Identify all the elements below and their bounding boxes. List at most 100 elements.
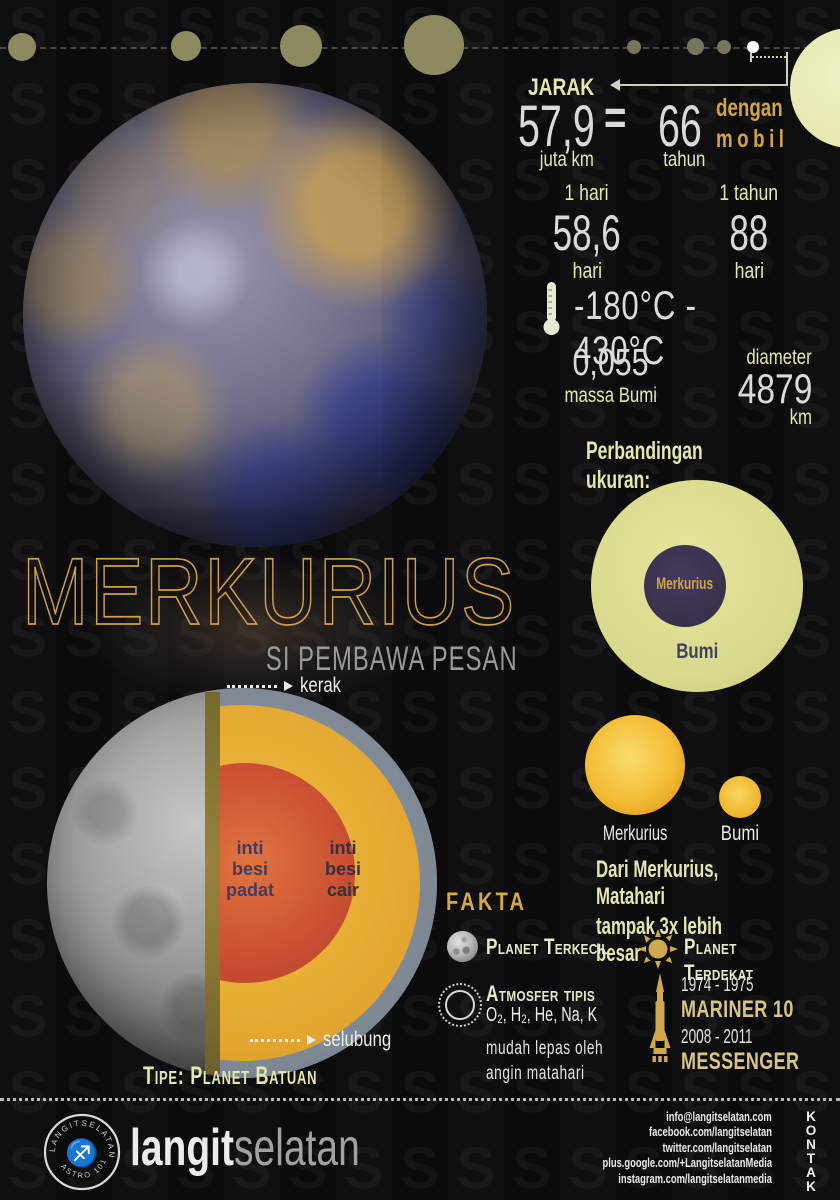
page-title: MERKURIUS [21, 539, 516, 645]
dotted-line [250, 1038, 300, 1042]
year-value: 88 [729, 205, 769, 261]
sun-from-mercury [585, 715, 685, 815]
diameter-unit: km [789, 406, 812, 429]
bracket-dotted [752, 56, 786, 58]
missions-list: 1974 - 1975 MARINER 10 2008 - 2011 MESSE… [681, 974, 839, 1075]
car-phrase: dengan mobil [716, 94, 789, 153]
planet-type: Tipe: Planet Batuan [143, 1062, 318, 1090]
contact-item: info@langitselatan.com [666, 1110, 772, 1124]
mercury-dot [747, 41, 759, 53]
mercury-planet-image [23, 83, 487, 547]
car-years-unit: tahun [662, 148, 706, 171]
sun-view-caption: Dari Merkurius, Matahari tampak 3x lebih… [596, 856, 840, 970]
sun-mercury-label: Merkurius [602, 822, 668, 845]
rocket-icon [649, 973, 671, 1062]
diameter-label: diameter [746, 346, 812, 369]
sun-earth-label: Bumi [720, 822, 760, 845]
atmosphere-icon-inner [445, 990, 475, 1020]
arrow-left-icon [610, 79, 620, 91]
year-label: 1 tahun [719, 180, 779, 205]
caption-line1: Dari Merkurius, Matahari [596, 856, 719, 910]
atmosphere-icon [438, 983, 482, 1027]
diameter-block: diameter 4879 km [700, 346, 812, 430]
mass-block: 0,055 massa Bumi [545, 344, 677, 408]
dotted-line [227, 684, 277, 688]
planet-dot [8, 33, 36, 61]
langitselatan-wordmark: langitselatan [130, 1120, 436, 1176]
mercury-circle: Merkurius [644, 545, 726, 627]
distance-block: JARAK [528, 74, 611, 102]
outer-core-label: inti besi cair [324, 838, 362, 900]
temperature-range: -180°C - 430°C [574, 284, 697, 373]
moon-icon [447, 931, 478, 962]
crust-callout: kerak [227, 674, 351, 698]
wordmark-bold: langit [130, 1119, 235, 1177]
planet-reflection [85, 556, 425, 706]
contact-item: facebook.com/langitselatan [649, 1125, 772, 1140]
connector-vertical [786, 60, 788, 86]
distance-value: 57,9 [518, 94, 595, 159]
archer-icon: ♐ [65, 1137, 99, 1168]
planet-dot [717, 40, 731, 54]
earth-circle-label: Bumi [676, 640, 718, 663]
bracket-tick [750, 52, 752, 62]
smallest-planet-fact: Planet Terkecil [486, 934, 609, 959]
thermometer-icon [543, 282, 560, 335]
planet-dot [404, 15, 464, 75]
day-value: 58,6 [552, 205, 622, 261]
contact-list: info@langitselatan.com facebook.com/lang… [546, 1110, 772, 1187]
planet-dot [687, 38, 704, 55]
mission-years: 1974 - 1975 [681, 974, 754, 996]
mission-name: MESSENGER [681, 1048, 800, 1075]
sun-icon [638, 929, 678, 969]
contact-item: instagram.com/langitselatanmedia [618, 1171, 772, 1186]
earth-circle: Merkurius Bumi [591, 480, 803, 692]
contact-item: twitter.com/langitselatan [662, 1140, 772, 1155]
mass-value: 0,055 [572, 342, 650, 384]
footer-separator [0, 1098, 840, 1101]
mantle-callout: selubung [250, 1028, 408, 1052]
crust-label: kerak [300, 674, 342, 697]
cut-wedge [205, 692, 220, 1074]
day-block: 1 hari 58,6 hari [528, 180, 646, 284]
year-unit: hari [734, 258, 764, 283]
cross-section-diagram: inti besi padat inti besi cair kerak sel… [45, 674, 445, 1084]
size-comparison-heading: Perbandingan ukuran: [586, 437, 703, 494]
day-label: 1 hari [564, 180, 610, 205]
closest-planet-fact: Planet Terdekat [684, 934, 754, 985]
equals-sign: = [604, 92, 627, 145]
mercury-circle-label: Merkurius [656, 574, 714, 593]
connector-horizontal [620, 84, 788, 86]
atmosphere-fact: Atmosfer tipis [486, 981, 596, 1006]
atmosphere-note: mudah lepas oleh angin matahari [486, 1038, 604, 1084]
inner-core-label: inti besi padat [225, 838, 274, 900]
year-block: 1 tahun 88 hari [690, 180, 808, 284]
caption-line2-bold: 3x lebih besar [596, 913, 723, 967]
langitselatan-badge: LANGITSELATAN ASTRO 101 ♐ [43, 1113, 121, 1191]
planet-dot [280, 25, 322, 67]
car-years-value: 66 [658, 94, 702, 159]
day-unit: hari [572, 258, 602, 283]
contact-item: plus.google.com/+LangitselatanMedia [602, 1156, 772, 1171]
cutaway [217, 686, 445, 1084]
atmosphere-elements: O₂, H₂, He, Na, K [486, 1004, 598, 1026]
mission-years: 2008 - 2011 [681, 1026, 753, 1048]
distance-label: JARAK [528, 74, 595, 101]
bracket-tick [786, 52, 788, 62]
caption-line2-normal: tampak [596, 913, 660, 940]
arrow-right-icon [307, 1035, 316, 1045]
mass-label: massa Bumi [564, 384, 658, 407]
wordmark-light: selatan [234, 1119, 360, 1177]
planet-dot [171, 31, 201, 61]
distance-unit: juta km [539, 148, 595, 171]
arrow-right-icon [284, 681, 293, 691]
diameter-value: 4879 [737, 365, 812, 412]
mantle-label: selubung [323, 1028, 392, 1051]
page-tagline: SI PEMBAWA PESAN [266, 640, 518, 678]
sun-from-earth [719, 776, 761, 818]
fakta-heading: FAKTA [446, 888, 528, 916]
mission-name: MARINER 10 [681, 996, 794, 1023]
planet-dot [627, 40, 641, 54]
